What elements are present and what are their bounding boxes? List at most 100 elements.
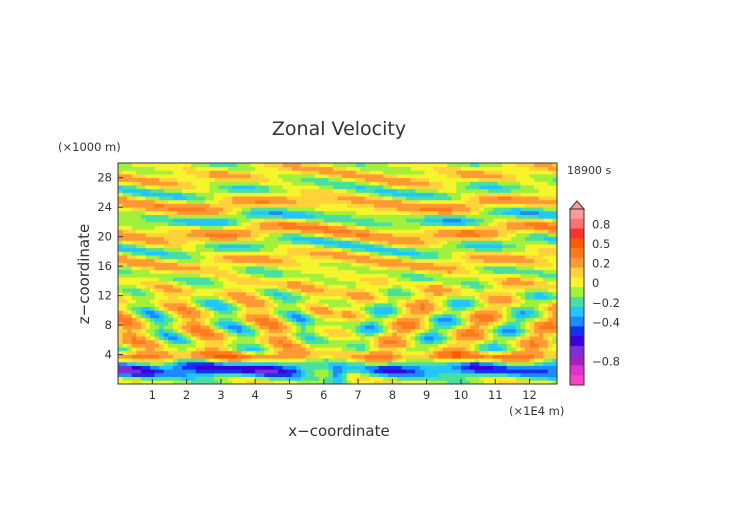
heatmap-cell: [223, 218, 229, 223]
heatmap-cell: [470, 280, 476, 285]
heatmap-cell: [209, 269, 215, 274]
heatmap-cell: [396, 310, 402, 315]
heatmap-cell: [378, 185, 384, 190]
heatmap-cell: [191, 251, 197, 256]
heatmap-cell: [186, 321, 192, 326]
heatmap-cell: [241, 203, 247, 208]
heatmap-cell: [346, 240, 352, 245]
heatmap-cell: [314, 291, 320, 296]
heatmap-cell: [355, 277, 361, 282]
heatmap-cell: [241, 328, 247, 333]
heatmap-cell: [355, 255, 361, 260]
heatmap-cell: [250, 181, 256, 186]
heatmap-cell: [259, 295, 265, 300]
heatmap-cell: [177, 251, 183, 256]
heatmap-cell: [273, 354, 279, 359]
heatmap-cell: [428, 291, 434, 296]
heatmap-cell: [360, 280, 366, 285]
heatmap-cell: [163, 251, 169, 256]
heatmap-cell: [223, 177, 229, 182]
heatmap-cell: [328, 199, 334, 204]
heatmap-cell: [355, 325, 361, 330]
heatmap-cell: [268, 273, 274, 278]
heatmap-cell: [214, 295, 219, 300]
heatmap-cell: [223, 273, 229, 278]
heatmap-cell: [186, 188, 192, 193]
heatmap-cell: [278, 196, 284, 201]
heatmap-cell: [264, 192, 270, 197]
heatmap-cell: [214, 369, 219, 374]
heatmap-cell: [447, 262, 453, 267]
heatmap-cell: [442, 317, 448, 322]
heatmap-cell: [396, 170, 402, 175]
heatmap-cell: [483, 347, 489, 352]
heatmap-cell: [209, 380, 215, 385]
heatmap-cell: [488, 365, 494, 370]
heatmap-cell: [159, 306, 165, 311]
heatmap-cell: [172, 332, 178, 337]
heatmap-cell: [360, 369, 366, 374]
heatmap-cell: [264, 350, 270, 355]
heatmap-cell: [378, 181, 384, 186]
heatmap-cell: [200, 258, 206, 263]
heatmap-cell: [342, 262, 348, 267]
heatmap-cell: [456, 236, 462, 241]
heatmap-cell: [118, 166, 123, 171]
heatmap-cell: [410, 266, 416, 271]
heatmap-cell: [214, 302, 219, 308]
heatmap-cell: [259, 262, 265, 267]
heatmap-cell: [342, 299, 348, 304]
heatmap-cell: [374, 321, 380, 326]
heatmap-cell: [374, 181, 380, 186]
heatmap-cell: [168, 266, 174, 271]
heatmap-cell: [241, 214, 247, 219]
heatmap-cell: [127, 314, 133, 319]
heatmap-cell: [460, 203, 466, 208]
heatmap-cell: [470, 255, 476, 260]
heatmap-cell: [378, 247, 384, 252]
heatmap-cell: [451, 258, 457, 263]
heatmap-cell: [163, 188, 169, 193]
heatmap-cell: [259, 306, 265, 311]
heatmap-cell: [360, 339, 366, 344]
heatmap-cell: [131, 207, 137, 212]
heatmap-cell: [346, 269, 352, 274]
heatmap-cell: [442, 302, 448, 308]
heatmap-cell: [369, 269, 375, 274]
heatmap-cell: [172, 210, 178, 215]
heatmap-cell: [483, 321, 489, 326]
heatmap-cell: [428, 262, 434, 267]
heatmap-cell: [191, 210, 197, 215]
heatmap-cell: [136, 251, 142, 256]
heatmap-cell: [218, 163, 224, 168]
heatmap-cell: [433, 244, 439, 249]
heatmap-cell: [305, 321, 311, 326]
heatmap-cell: [378, 302, 384, 308]
heatmap-cell: [456, 210, 462, 215]
heatmap-cell: [415, 325, 421, 330]
heatmap-cell: [488, 207, 494, 212]
heatmap-cell: [122, 295, 128, 300]
heatmap-cell: [474, 361, 480, 366]
heatmap-cell: [200, 354, 206, 359]
heatmap-cell: [255, 321, 261, 326]
heatmap-cell: [442, 166, 448, 171]
heatmap-cell: [259, 177, 265, 182]
heatmap-cell: [177, 295, 183, 300]
heatmap-cell: [131, 196, 137, 201]
heatmap-cell: [131, 310, 137, 315]
heatmap-cell: [182, 291, 187, 296]
heatmap-cell: [410, 321, 416, 326]
heatmap-cell: [145, 166, 151, 171]
heatmap-cell: [204, 354, 210, 359]
heatmap-cell: [332, 221, 338, 227]
heatmap-cell: [406, 284, 412, 289]
heatmap-cell: [159, 251, 165, 256]
heatmap-cell: [492, 302, 498, 308]
heatmap-cell: [250, 203, 256, 208]
heatmap-cell: [118, 192, 123, 197]
heatmap-cell: [145, 221, 151, 227]
heatmap-cell: [410, 291, 416, 296]
heatmap-cell: [182, 185, 187, 190]
heatmap-cell: [474, 302, 480, 308]
